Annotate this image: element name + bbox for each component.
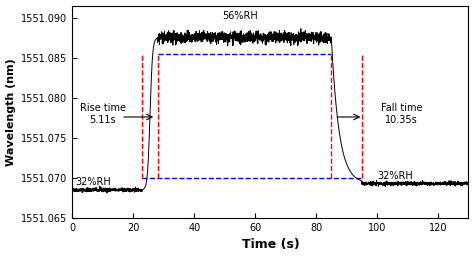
X-axis label: Time (s): Time (s) [242,238,299,251]
Text: 32%RH: 32%RH [377,171,413,180]
Text: 56%RH: 56%RH [222,11,258,21]
Text: Fall time
10.35s: Fall time 10.35s [381,103,422,125]
Text: Rise time
5.11s: Rise time 5.11s [80,103,126,125]
Text: 32%RH: 32%RH [75,177,111,187]
Y-axis label: Wavelength (nm): Wavelength (nm) [6,58,16,166]
